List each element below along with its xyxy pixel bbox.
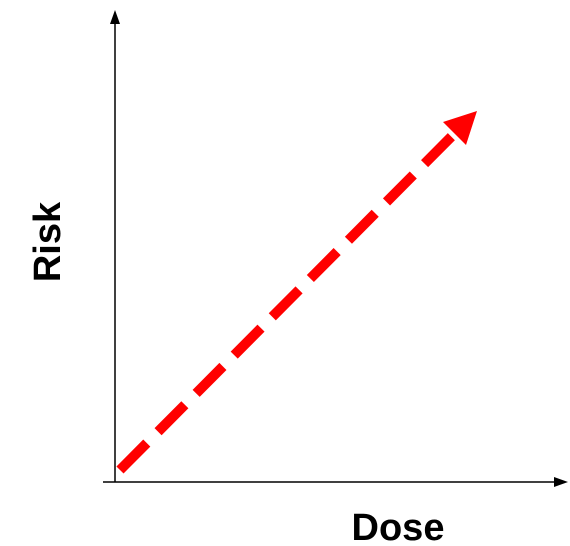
trend-arrowhead bbox=[443, 111, 477, 145]
y-axis-label: Risk bbox=[27, 201, 69, 282]
y-axis-arrowhead bbox=[110, 10, 120, 24]
trend-line bbox=[116, 129, 459, 474]
x-axis-label: Dose bbox=[352, 507, 445, 546]
x-axis-arrowhead bbox=[554, 477, 568, 487]
